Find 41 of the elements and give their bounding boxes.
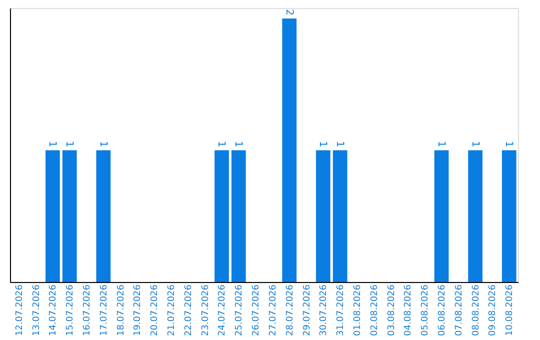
- data-label: 1: [334, 140, 346, 148]
- x-tick-label: 04.08.2026: [404, 284, 414, 336]
- x-tick-label: 14.07.2026: [48, 284, 59, 336]
- x-tick-label: 30.07.2026: [319, 284, 330, 336]
- data-label: 1: [97, 140, 108, 148]
- x-tick-label: 22.07.2026: [184, 284, 194, 336]
- x-tick-label: 29.07.2026: [302, 284, 312, 336]
- data-label: 1: [317, 140, 328, 148]
- data-label: 1: [216, 140, 227, 148]
- x-tick-label: 07.08.2026: [454, 284, 464, 336]
- x-tick-label: 25.07.2026: [234, 284, 245, 336]
- data-label: 1: [503, 140, 514, 148]
- x-tick-label: 18.07.2026: [116, 284, 126, 336]
- data-label: 1: [232, 140, 244, 148]
- x-tick-label: 23.07.2026: [200, 284, 211, 336]
- x-tick-label: 01.08.2026: [352, 284, 363, 336]
- x-tick-label: 09.08.2026: [488, 284, 498, 336]
- x-tick-label: 21.07.2026: [167, 284, 178, 336]
- x-tick-label: 05.08.2026: [420, 284, 431, 336]
- x-tick-label: 15.07.2026: [66, 284, 76, 336]
- x-tick-label: 13.07.2026: [32, 284, 42, 336]
- x-tick-label: 08.08.2026: [471, 284, 482, 336]
- x-tick-label: 31.07.2026: [336, 284, 346, 336]
- data-label: 1: [64, 140, 75, 148]
- x-tick-label: 17.07.2026: [99, 284, 110, 336]
- x-tick-label: 20.07.2026: [150, 284, 160, 336]
- x-tick-label: 27.07.2026: [268, 284, 278, 336]
- x-tick-label: 28.07.2026: [285, 284, 296, 336]
- data-label: 1: [436, 140, 447, 148]
- x-tick-label: 16.07.2026: [82, 284, 92, 336]
- data-label: 1: [469, 140, 480, 148]
- data-label: 1: [46, 140, 58, 148]
- x-tick-label: 02.08.2026: [370, 284, 380, 336]
- x-tick-label: 26.07.2026: [252, 284, 262, 336]
- data-label: 2: [283, 9, 294, 16]
- x-tick-label: 24.07.2026: [218, 284, 228, 336]
- x-tick-label: 03.08.2026: [386, 284, 397, 336]
- x-tick-label: 19.07.2026: [133, 284, 144, 336]
- x-tick-label: 06.08.2026: [438, 284, 448, 336]
- x-tick-label: 10.08.2026: [505, 284, 516, 336]
- x-tick-label: 12.07.2026: [14, 284, 25, 336]
